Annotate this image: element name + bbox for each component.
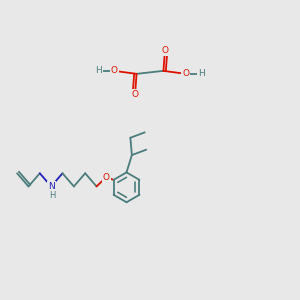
Text: H: H xyxy=(198,69,205,78)
Text: O: O xyxy=(111,66,118,75)
Text: O: O xyxy=(132,90,139,99)
Text: O: O xyxy=(182,69,189,78)
Text: H: H xyxy=(50,191,56,200)
Text: O: O xyxy=(161,46,168,55)
Text: N: N xyxy=(48,182,55,191)
Text: H: H xyxy=(95,66,102,75)
Text: O: O xyxy=(103,173,110,182)
